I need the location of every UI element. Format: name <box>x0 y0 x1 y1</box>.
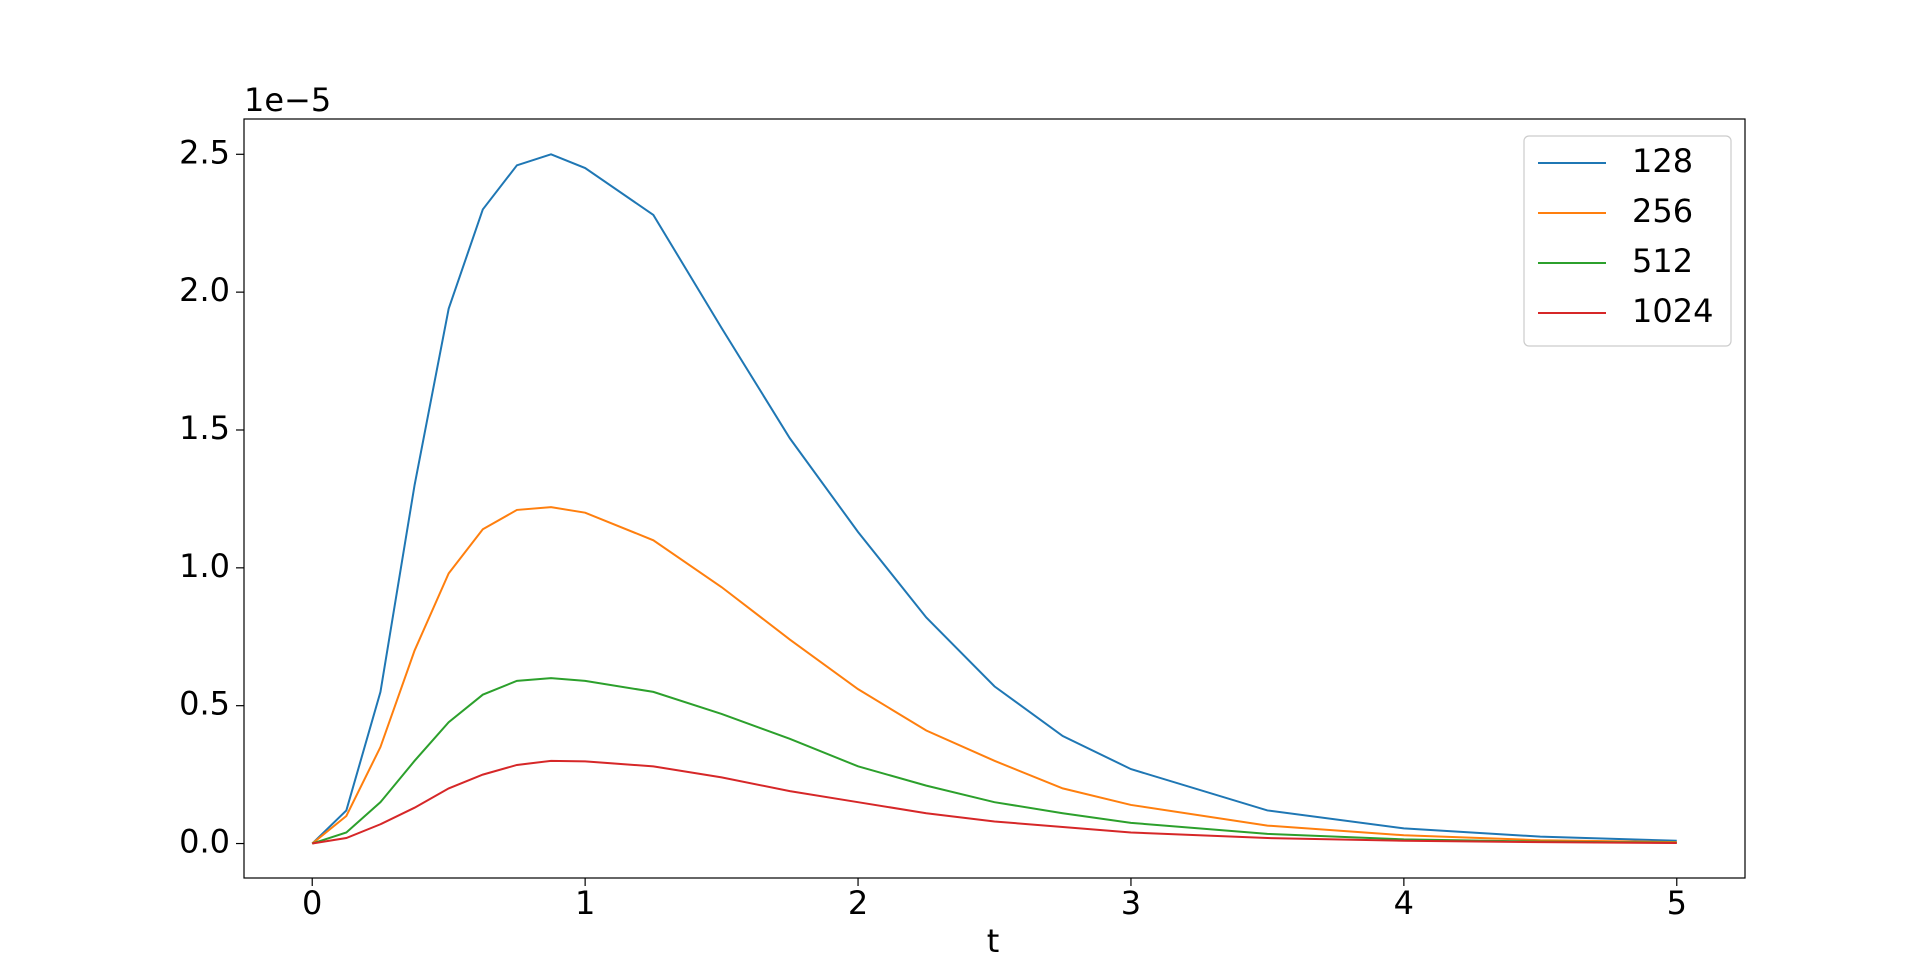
x-tick-label: 0 <box>302 884 322 922</box>
y-tick-label: 0.0 <box>179 823 230 861</box>
x-tick-label: 2 <box>848 884 868 922</box>
x-tick-label: 4 <box>1394 884 1414 922</box>
x-tick-label: 5 <box>1667 884 1687 922</box>
y-tick-label: 2.0 <box>179 271 230 309</box>
y-tick-label: 1.0 <box>179 547 230 585</box>
series-line <box>311 677 1677 845</box>
series-line <box>311 153 1677 845</box>
x-axis-label: t <box>987 922 1000 960</box>
legend-label: 128 <box>1632 142 1693 180</box>
legend-label: 512 <box>1632 242 1693 280</box>
legend-label: 1024 <box>1632 292 1713 330</box>
y-tick-label: 0.5 <box>179 685 230 723</box>
x-tick-label: 3 <box>1121 884 1141 922</box>
plot-frame <box>243 118 1746 879</box>
y-tick-label: 2.5 <box>179 133 230 171</box>
x-tick-label: 1 <box>575 884 595 922</box>
series-line <box>311 506 1677 845</box>
y-offset-label: 1e−5 <box>244 81 331 119</box>
legend-box <box>1523 135 1732 347</box>
legend-label: 256 <box>1632 192 1693 230</box>
y-tick-label: 1.5 <box>179 409 230 447</box>
series-line <box>312 759 1677 845</box>
